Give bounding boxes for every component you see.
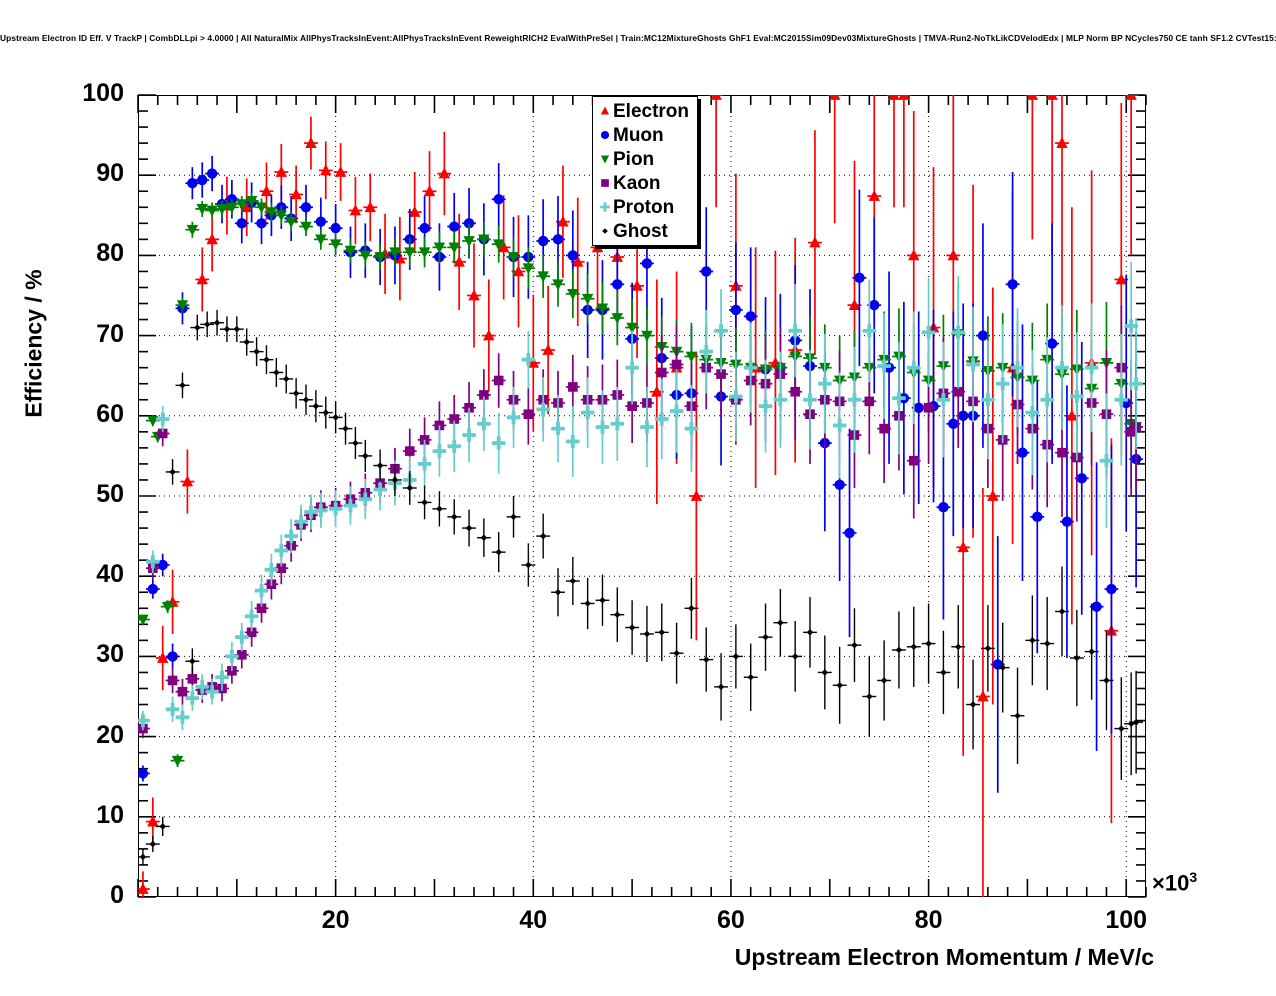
legend-label: Muon bbox=[613, 124, 664, 146]
y-tick-label: 30 bbox=[96, 640, 124, 669]
y-tick-label: 80 bbox=[96, 239, 124, 268]
y-tick-label: 20 bbox=[96, 720, 124, 749]
y-tick-label: 40 bbox=[96, 560, 124, 589]
legend-entry-electron[interactable]: Electron bbox=[593, 99, 697, 123]
plot-title: Upstream Electron ID Eff. V TrackP | Com… bbox=[0, 33, 1276, 43]
proton-marker-icon bbox=[596, 197, 613, 217]
legend-label: Kaon bbox=[613, 172, 661, 194]
x-axis-exponent: ×103 bbox=[1152, 869, 1197, 896]
legend-entry-kaon[interactable]: Kaon bbox=[593, 171, 697, 195]
legend-label: Ghost bbox=[613, 220, 668, 242]
y-tick-label: 60 bbox=[96, 399, 124, 428]
y-tick-label: 70 bbox=[96, 319, 124, 348]
x-tick-label: 80 bbox=[914, 906, 943, 934]
legend-box: Electron Muon Pion Kaon Proton Ghost bbox=[592, 96, 698, 246]
x-axis-exponent-power: 3 bbox=[1189, 869, 1198, 885]
legend-label: Electron bbox=[613, 100, 690, 122]
legend-label: Proton bbox=[613, 196, 675, 218]
x-axis-exponent-prefix: ×10 bbox=[1152, 870, 1190, 896]
y-tick-label: 100 bbox=[82, 79, 124, 107]
y-tick-label: 0 bbox=[110, 881, 124, 909]
y-tick-label: 90 bbox=[96, 159, 124, 188]
legend-entry-ghost[interactable]: Ghost bbox=[593, 219, 697, 243]
y-tick-label: 50 bbox=[96, 480, 124, 508]
x-tick-label: 40 bbox=[519, 906, 548, 934]
kaon-marker-icon bbox=[596, 173, 613, 193]
x-tick-label: 60 bbox=[717, 906, 745, 934]
ghost-marker-icon bbox=[596, 221, 613, 241]
muon-marker-icon bbox=[596, 125, 613, 145]
y-tick-label: 10 bbox=[96, 800, 124, 829]
legend-entry-proton[interactable]: Proton bbox=[593, 195, 697, 219]
legend-entry-pion[interactable]: Pion bbox=[593, 147, 697, 171]
pion-marker-icon bbox=[596, 149, 613, 169]
x-tick-label: 20 bbox=[321, 906, 350, 934]
legend-entry-muon[interactable]: Muon bbox=[593, 123, 697, 147]
x-tick-label: 100 bbox=[1105, 906, 1148, 934]
legend-label: Pion bbox=[613, 148, 655, 170]
x-axis-title: Upstream Electron Momentum / MeV/c bbox=[734, 944, 1154, 970]
electron-marker-icon bbox=[596, 101, 613, 121]
